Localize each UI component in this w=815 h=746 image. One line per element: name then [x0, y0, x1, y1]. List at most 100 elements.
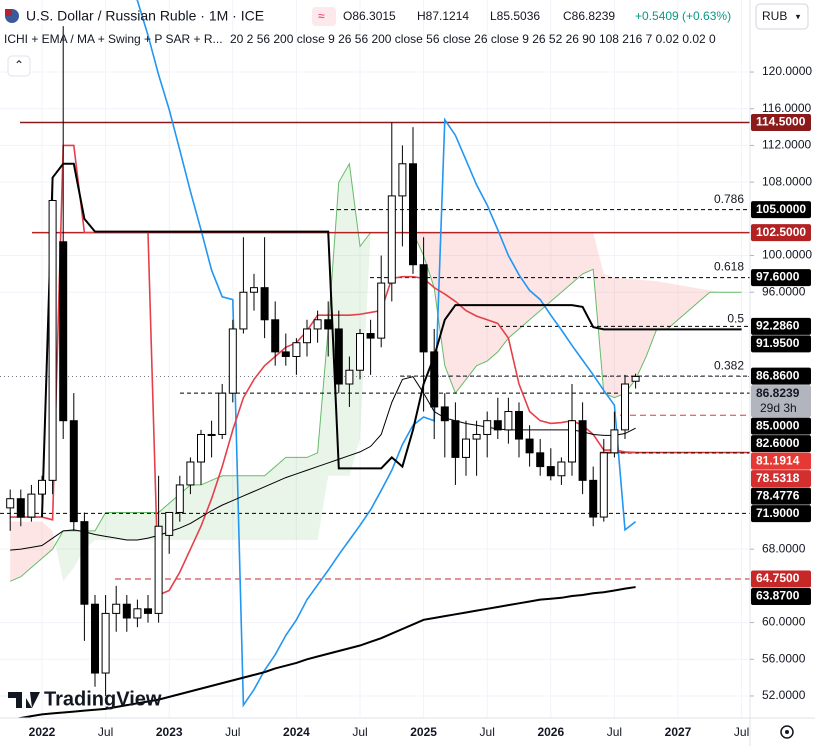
candle-body	[525, 438, 534, 454]
price-badge	[751, 470, 811, 488]
price-badge	[751, 435, 811, 453]
candle-body	[101, 612, 110, 674]
cloud-segment	[42, 521, 53, 559]
candle-body	[144, 608, 152, 614]
countdown: 29d 3h	[760, 401, 797, 415]
price-badge-label: 78.4776	[756, 488, 800, 502]
price-badge-label: 82.6000	[756, 436, 800, 450]
price-badge	[751, 570, 811, 588]
y-tick-label: 60.0000	[762, 615, 806, 629]
price-badge-label: 81.1914	[756, 453, 800, 467]
x-tick-label: 2023	[156, 725, 183, 739]
cloud-segment	[497, 232, 509, 352]
y-tick-label: 116.0000	[762, 101, 811, 115]
cloud-segment	[10, 521, 21, 582]
price-badge	[751, 487, 811, 505]
price-badge	[751, 505, 811, 523]
candle-body	[462, 438, 470, 458]
cloud-segment	[285, 457, 297, 540]
currency-caret: ▾	[796, 11, 801, 21]
candle-body	[59, 241, 68, 422]
cloud-segment	[243, 475, 254, 540]
cloud-segment	[105, 512, 117, 540]
candle-body	[546, 466, 555, 477]
alert-icon: ≈	[318, 9, 325, 23]
x-tick-label: 2025	[410, 725, 437, 739]
settings-button[interactable]	[780, 725, 794, 739]
price-badge	[751, 113, 811, 131]
candle-body	[16, 498, 25, 518]
candle-body	[599, 452, 608, 518]
candle-body	[239, 291, 248, 330]
y-tick-label: 100.0000	[762, 248, 812, 262]
cloud-segment	[264, 466, 276, 540]
cloud-segment	[476, 232, 488, 366]
cloud-segment	[487, 232, 498, 362]
x-tick-label: Jul	[607, 725, 622, 739]
candle-body	[356, 333, 364, 371]
x-tick-label: 2026	[537, 725, 564, 739]
cloud-segment	[582, 232, 594, 274]
price-badge-label: 85.0000	[756, 418, 800, 432]
cloud-segment	[20, 521, 32, 577]
fib-label: 0.382	[714, 358, 744, 372]
candle-body	[504, 411, 513, 431]
cloud-segment	[572, 232, 583, 284]
candle-body	[589, 479, 598, 518]
cloud-segment	[95, 512, 106, 540]
cloud-segment	[116, 512, 127, 540]
candle-body	[377, 282, 386, 339]
cloud-segment	[603, 273, 615, 398]
candle-body	[122, 603, 131, 619]
indicator-line	[14, 586, 636, 718]
candle-body	[536, 452, 545, 468]
price-badge	[751, 417, 811, 435]
collapse-button[interactable]	[7, 55, 31, 77]
fib-label: 0.786	[714, 192, 744, 206]
cloud-segment	[678, 284, 689, 320]
cloud-segment	[190, 484, 201, 540]
x-tick-label: 2024	[283, 725, 310, 739]
candle-body	[366, 333, 375, 339]
candle-body	[197, 433, 205, 463]
price-badge	[751, 335, 811, 353]
candle-body	[80, 521, 89, 605]
price-badge	[751, 452, 811, 470]
price-badge-label: 91.9500	[756, 336, 800, 350]
y-tick-label: 68.0000	[762, 541, 806, 555]
collapse-icon: ⌃	[14, 58, 24, 72]
price-badge-label: 114.5000	[756, 115, 806, 129]
price-badge	[751, 367, 811, 385]
candle-body	[303, 328, 311, 344]
candle-body	[154, 525, 163, 614]
candle-body	[165, 511, 174, 536]
candle-body	[345, 369, 354, 385]
currency-button[interactable]	[755, 3, 809, 30]
plot-area: 0.786 0.618 0.5 0.382	[0, 0, 750, 718]
x-tick-label: Jul	[225, 725, 240, 739]
symbol-title: U.S. Dollar / Russian Ruble · 1M · ICE	[26, 8, 264, 24]
ohlc-close: C86.8239	[563, 9, 615, 23]
price-badge-label: 102.5000	[756, 225, 806, 239]
candle-body	[610, 429, 619, 454]
alert-badge[interactable]	[312, 7, 336, 26]
indicator-line	[136, 0, 637, 708]
candle-body	[409, 163, 417, 266]
cloud-segment	[137, 512, 148, 540]
candle-body	[91, 603, 99, 674]
price-badge-label: 63.8700	[756, 589, 800, 603]
cloud-segment	[423, 232, 435, 288]
candle-body	[419, 264, 428, 353]
candle-body	[387, 195, 396, 284]
candle-body	[292, 342, 301, 357]
cloud-segment	[31, 521, 42, 568]
candle-body	[175, 484, 184, 513]
candle-body	[313, 319, 322, 330]
ohlc-change: +0.5409 (+0.63%)	[635, 9, 731, 23]
cloud-segment	[126, 512, 138, 540]
price-badge-label: 97.6000	[756, 270, 800, 284]
cloud-segment	[699, 288, 710, 302]
